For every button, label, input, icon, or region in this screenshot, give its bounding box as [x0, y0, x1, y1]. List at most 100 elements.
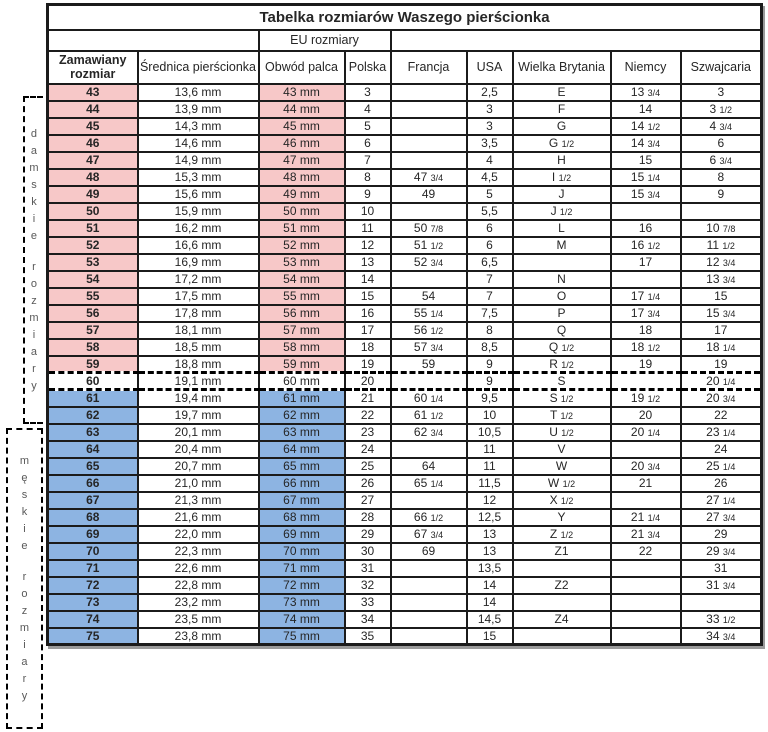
table-cell: 73 mm [257, 592, 346, 612]
table-row-61: 61 19,4 mm 61 mm 21 60 1/4 9,5 S 1/2 19 1/2 20 3… [46, 388, 763, 408]
table-cell: 10 [465, 405, 514, 425]
table-cell: 8 [679, 167, 763, 187]
table-cell: 13 [465, 541, 514, 561]
table-cell: 55 mm [257, 286, 346, 306]
table-cell: 28 [343, 507, 392, 527]
col-header-france: Francja [389, 49, 468, 85]
table-cell: 54 mm [257, 269, 346, 289]
table-cell: 6 [465, 235, 514, 255]
table-row-57: 57 18,1 mm 57 mm 17 56 1/2 8 Q 18 17 [46, 320, 763, 340]
table-cell: 15 3/4 [609, 184, 682, 204]
table-cell: 16,2 mm [136, 218, 260, 238]
table-row-66: 66 21,0 mm 66 mm 26 65 1/4 11,5 W 1/2 21 26 [46, 473, 763, 493]
table-cell: 10,5 [465, 422, 514, 442]
table-cell: 53 [46, 252, 139, 272]
table-cell: 3 [465, 116, 514, 136]
table-cell: 64 [46, 439, 139, 459]
table-cell: 27 [343, 490, 392, 510]
ring-size-table: Tabelka rozmiarów Waszego pierścionka EU… [46, 3, 764, 646]
table-cell: T 1/2 [511, 405, 612, 425]
table-cell: 56 [46, 303, 139, 323]
table-row-47: 47 14,9 mm 47 mm 7 4 H 15 6 3/4 [46, 150, 763, 170]
table-cell [511, 558, 612, 578]
table-cell: Q 1/2 [511, 337, 612, 357]
table-cell: 11 [465, 439, 514, 459]
col-header-finger-circumference: Obwód palca [257, 49, 346, 85]
table-cell: 9 [465, 354, 514, 374]
table-cell: 22 [679, 405, 763, 425]
table-cell: 20,7 mm [136, 456, 260, 476]
table-cell: 23,8 mm [136, 626, 260, 646]
table-row-73: 73 23,2 mm 73 mm 33 14 [46, 592, 763, 612]
table-cell: 75 [46, 626, 139, 646]
table-cell: 51 mm [257, 218, 346, 238]
table-cell: 3 [343, 82, 392, 102]
table-cell: 56 1/2 [389, 320, 468, 340]
table-cell: 14,3 mm [136, 116, 260, 136]
table-cell: W [511, 456, 612, 476]
table-cell [679, 201, 763, 221]
table-cell: 33 1/2 [679, 609, 763, 629]
table-cell: G 1/2 [511, 133, 612, 153]
table-cell: 14,5 [465, 609, 514, 629]
table-cell [609, 371, 682, 391]
col-header-switzerland: Szwajcaria [679, 49, 763, 85]
table-cell: 6,5 [465, 252, 514, 272]
table-cell: P [511, 303, 612, 323]
table-cell: 57 [46, 320, 139, 340]
table-cell [609, 201, 682, 221]
table-cell: 13,9 mm [136, 99, 260, 119]
table-cell: 20,4 mm [136, 439, 260, 459]
table-cell: I 1/2 [511, 167, 612, 187]
table-cell [679, 592, 763, 612]
table-cell: Z 1/2 [511, 524, 612, 544]
table-cell: 59 [389, 354, 468, 374]
table-cell: 58 mm [257, 337, 346, 357]
table-cell: 46 mm [257, 133, 346, 153]
table-cell: 14 [343, 269, 392, 289]
table-cell: 18 1/4 [679, 337, 763, 357]
table-cell: 19 [343, 354, 392, 374]
table-cell: 21 [343, 388, 392, 408]
table-cell: 14,6 mm [136, 133, 260, 153]
table-cell [389, 371, 468, 391]
table-row-48: 48 15,3 mm 48 mm 8 47 3/4 4,5 I 1/2 15 1/4 8 [46, 167, 763, 187]
table-cell: 67 3/4 [389, 524, 468, 544]
table-cell: 23 [343, 422, 392, 442]
table-cell: 15 [609, 150, 682, 170]
table-cell: 29 [343, 524, 392, 544]
table-row-58: 58 18,5 mm 58 mm 18 57 3/4 8,5 Q 1/2 18 1/2 18 1… [46, 337, 763, 357]
table-cell: 3,5 [465, 133, 514, 153]
table-cell: E [511, 82, 612, 102]
table-cell: 14 3/4 [609, 133, 682, 153]
table-cell: 51 [46, 218, 139, 238]
table-cell: 59 [46, 354, 139, 374]
eu-sizes-group-label: EU rozmiary [257, 28, 392, 52]
table-cell: 60 1/4 [389, 388, 468, 408]
table-cell: 12 [465, 490, 514, 510]
table-cell: 7 [465, 269, 514, 289]
table-cell: 64 [389, 456, 468, 476]
table-cell: 25 [343, 456, 392, 476]
table-cell: 66 mm [257, 473, 346, 493]
col-header-germany: Niemcy [609, 49, 682, 85]
table-cell [389, 490, 468, 510]
table-cell: 11 [465, 456, 514, 476]
table-cell: 18,1 mm [136, 320, 260, 340]
table-cell: 27 3/4 [679, 507, 763, 527]
table-cell: 18 [343, 337, 392, 357]
table-cell: 21,6 mm [136, 507, 260, 527]
col-header-poland: Polska [343, 49, 392, 85]
table-cell [389, 201, 468, 221]
table-cell: 14 [465, 592, 514, 612]
table-cell: G [511, 116, 612, 136]
table-cell: 16 1/2 [609, 235, 682, 255]
table-row-51: 51 16,2 mm 51 mm 11 50 7/8 6 L 16 10 7/8 [46, 218, 763, 238]
table-cell: 12 3/4 [679, 252, 763, 272]
table-cell: 50 7/8 [389, 218, 468, 238]
table-cell: Q [511, 320, 612, 340]
table-cell: 47 mm [257, 150, 346, 170]
table-cell: X 1/2 [511, 490, 612, 510]
table-cell: 57 mm [257, 320, 346, 340]
